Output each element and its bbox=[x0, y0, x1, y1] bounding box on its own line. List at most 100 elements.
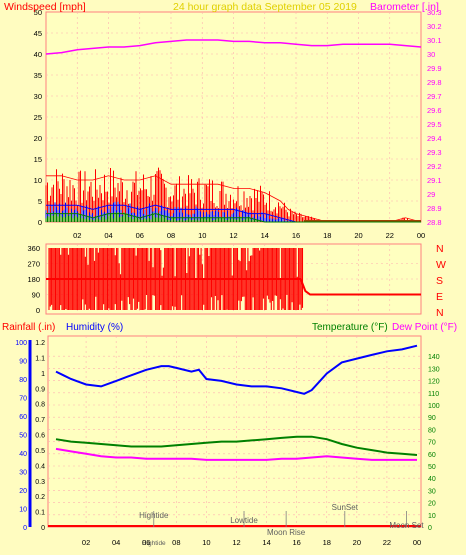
humidity-ytick-label: 0 bbox=[23, 525, 27, 532]
rain-ytick-label: 0.4 bbox=[35, 463, 45, 470]
temp-ytick-label: 0 bbox=[428, 525, 432, 532]
wind-ylabel: Windspeed [mph] bbox=[4, 1, 86, 13]
humidity-line bbox=[55, 344, 418, 395]
humidity-ytick-label: 20 bbox=[19, 488, 27, 495]
temp-xtick-label: 08 bbox=[172, 538, 180, 547]
barometer-ytick-label: 29.3 bbox=[427, 148, 442, 157]
barometer-line bbox=[45, 39, 422, 55]
rain-ytick-label: 0.7 bbox=[35, 417, 45, 424]
temp-ytick-label: 120 bbox=[428, 379, 440, 386]
compass-label: N bbox=[436, 243, 444, 255]
temp-ytick-label: 40 bbox=[428, 476, 436, 483]
temp-ytick-label: 110 bbox=[428, 391, 439, 398]
rain-ytick-label: 1.1 bbox=[35, 355, 45, 362]
dewpoint-ylabel: Dew Point (°F) bbox=[392, 322, 457, 333]
wind-xtick-label: 20 bbox=[354, 231, 362, 240]
temperature-ylabel: Temperature (°F) bbox=[312, 322, 388, 333]
barometer-ytick-label: 28.8 bbox=[427, 218, 442, 227]
wind-ytick-label: 5 bbox=[38, 197, 42, 206]
wind-xtick-label: 08 bbox=[167, 231, 175, 240]
wind-series-line-wind-low bbox=[46, 213, 421, 223]
wind-ytick-label: 15 bbox=[34, 155, 42, 164]
compass-label: E bbox=[436, 291, 443, 303]
wind-xtick-label: 06 bbox=[136, 231, 144, 240]
humidity-ytick-label: 30 bbox=[19, 470, 27, 477]
wind-xtick-label: 14 bbox=[261, 231, 269, 240]
rain-ytick-label: 0.6 bbox=[35, 433, 45, 440]
temp-ytick-label: 100 bbox=[428, 403, 440, 410]
wind-xtick-label: 10 bbox=[198, 231, 206, 240]
compass-label: S bbox=[436, 275, 443, 287]
temp-xtick-label: 00 bbox=[413, 538, 421, 547]
wind-ytick-label: 0 bbox=[38, 218, 42, 227]
direction-ytick-label: 90 bbox=[32, 291, 40, 300]
wind-xtick-label: 00 bbox=[417, 231, 425, 240]
wind-xtick-label: 04 bbox=[104, 231, 112, 240]
tide-bottom-label: Hightide bbox=[142, 540, 166, 547]
chart-title: 24 hour graph data September 05 2019 bbox=[173, 1, 357, 13]
direction-ytick-label: 180 bbox=[27, 275, 40, 284]
temp-xtick-label: 02 bbox=[82, 538, 90, 547]
barometer-ytick-label: 29.4 bbox=[427, 134, 442, 143]
wind-xtick-label: 12 bbox=[229, 231, 237, 240]
humidity-ytick-label: 80 bbox=[19, 377, 27, 384]
temp-plot-area bbox=[47, 335, 422, 528]
event-label: Hightide bbox=[139, 511, 169, 520]
direction-ytick-label: 360 bbox=[27, 244, 40, 253]
barometer-ytick-label: 30.2 bbox=[427, 22, 442, 31]
humidity-ytick-label: 90 bbox=[19, 359, 27, 366]
barometer-ytick-label: 30 bbox=[427, 50, 435, 59]
event-label: Moon Rise bbox=[267, 528, 306, 537]
rain-ytick-label: 0.8 bbox=[35, 402, 45, 409]
event-label: Lowtide bbox=[230, 516, 258, 525]
temp-ytick-label: 20 bbox=[428, 501, 436, 508]
barometer-ytick-label: 29.9 bbox=[427, 64, 442, 73]
barometer-ytick-label: 29.6 bbox=[427, 106, 442, 115]
barometer-ytick-label: 30.1 bbox=[427, 36, 442, 45]
temp-xtick-label: 12 bbox=[232, 538, 240, 547]
temp-ytick-label: 30 bbox=[428, 488, 436, 495]
humidity-ytick-label: 40 bbox=[19, 451, 27, 458]
wind-series-wind-low bbox=[45, 211, 264, 222]
temp-xtick-label: 18 bbox=[323, 538, 331, 547]
rain-ylabel: Rainfall (.in) bbox=[2, 322, 55, 333]
wind-ytick-label: 35 bbox=[34, 71, 42, 80]
rain-ytick-label: 1.2 bbox=[35, 340, 45, 347]
wind-ytick-label: 40 bbox=[34, 50, 42, 59]
direction-ytick-label: 0 bbox=[36, 306, 40, 315]
barometer-ytick-label: 29.5 bbox=[427, 120, 442, 129]
barometer-ytick-label: 30.3 bbox=[427, 8, 442, 17]
rain-ytick-label: 0.9 bbox=[35, 386, 45, 393]
wind-xtick-label: 22 bbox=[386, 231, 394, 240]
rain-ytick-label: 1 bbox=[41, 371, 45, 378]
temp-ytick-label: 50 bbox=[428, 464, 436, 471]
barometer-ylabel: Barometer [.in] bbox=[370, 1, 439, 13]
wind-xtick-label: 16 bbox=[292, 231, 300, 240]
temp-xtick-label: 14 bbox=[262, 538, 270, 547]
temp-xtick-label: 10 bbox=[202, 538, 210, 547]
temp-xtick-label: 16 bbox=[292, 538, 300, 547]
humidity-ytick-label: 60 bbox=[19, 414, 27, 421]
temp-ytick-label: 90 bbox=[428, 415, 436, 422]
temp-ytick-label: 130 bbox=[428, 366, 440, 373]
rain-ytick-label: 0.2 bbox=[35, 494, 45, 501]
barometer-ytick-label: 29.8 bbox=[427, 78, 442, 87]
temp-xtick-label: 06 bbox=[142, 538, 150, 547]
wind-xtick-label: 02 bbox=[73, 231, 81, 240]
barometer-ytick-label: 29.7 bbox=[427, 92, 442, 101]
wind-xtick-label: 18 bbox=[323, 231, 331, 240]
temp-ytick-label: 140 bbox=[428, 354, 440, 361]
direction-line bbox=[46, 278, 421, 296]
wind-ytick-label: 30 bbox=[34, 92, 42, 101]
direction-ytick-label: 270 bbox=[27, 260, 40, 269]
barometer-ytick-label: 28.9 bbox=[427, 204, 442, 213]
temp-ytick-label: 80 bbox=[428, 427, 436, 434]
humidity-ytick-label: 70 bbox=[19, 396, 27, 403]
rain-ytick-label: 0 bbox=[41, 525, 45, 532]
dewpoint-line bbox=[55, 447, 417, 461]
humidity-ytick-label: 50 bbox=[19, 433, 27, 440]
temperature-line bbox=[55, 435, 418, 456]
compass-label: W bbox=[436, 259, 446, 271]
temp-ytick-label: 10 bbox=[428, 513, 436, 520]
